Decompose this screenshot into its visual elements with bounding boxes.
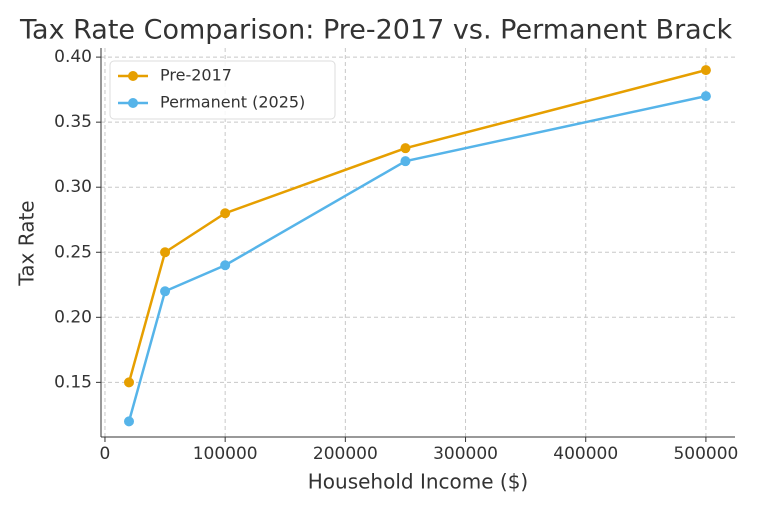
y-tick-label: 0.15 <box>54 372 92 392</box>
data-point <box>124 416 135 427</box>
y-tick-label: 0.35 <box>54 112 92 132</box>
data-point <box>700 65 711 76</box>
y-tick-label: 0.25 <box>54 242 92 262</box>
x-tick-label: 400000 <box>553 444 618 464</box>
data-point <box>220 208 231 219</box>
legend-marker <box>128 98 138 108</box>
y-tick-label: 0.20 <box>54 307 92 327</box>
legend-label: Pre-2017 <box>160 66 232 85</box>
data-point <box>124 377 135 388</box>
legend-marker <box>128 71 138 81</box>
x-tick-label: 0 <box>100 444 111 464</box>
data-point <box>160 247 171 258</box>
data-point <box>400 156 411 167</box>
y-tick-label: 0.40 <box>54 47 92 67</box>
legend-box <box>109 60 336 120</box>
y-axis-label: Tax Rate <box>15 200 39 286</box>
legend-label: Permanent (2025) <box>160 93 305 112</box>
chart-title: Tax Rate Comparison: Pre-2017 vs. Perman… <box>19 15 733 46</box>
x-tick-label: 100000 <box>193 444 258 464</box>
data-point <box>220 260 231 271</box>
x-tick-label: 300000 <box>433 444 498 464</box>
data-point <box>160 286 171 297</box>
x-axis-label: Household Income ($) <box>308 470 528 494</box>
data-point <box>400 143 411 154</box>
x-tick-label: 200000 <box>313 444 378 464</box>
y-tick-label: 0.30 <box>54 177 92 197</box>
data-point <box>700 91 711 102</box>
x-tick-label: 500000 <box>673 444 738 464</box>
